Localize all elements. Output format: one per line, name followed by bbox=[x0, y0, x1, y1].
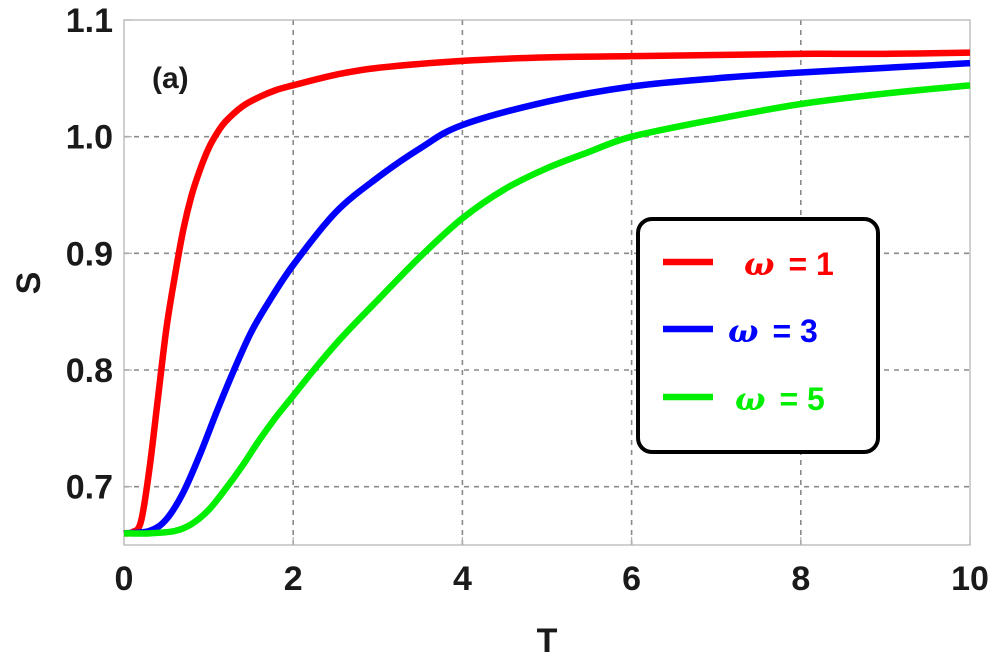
y-tick-label: 1.1 bbox=[66, 2, 113, 40]
x-tick-label: 4 bbox=[453, 560, 472, 598]
x-axis-ticks: 0 2 4 6 8 10 bbox=[115, 537, 989, 598]
legend-label-1: ω = 1 bbox=[744, 245, 834, 283]
legend-label-3: ω = 5 bbox=[735, 380, 825, 418]
y-tick-label: 0.8 bbox=[66, 352, 113, 390]
series-line-3 bbox=[123, 82, 971, 537]
y-tick-label: 0.7 bbox=[66, 469, 113, 507]
x-tick-label: 6 bbox=[622, 560, 641, 598]
x-tick-label: 10 bbox=[951, 560, 989, 598]
y-tick-label: 0.9 bbox=[66, 235, 113, 273]
series-line-1 bbox=[123, 49, 971, 537]
legend-items: ω = 1 ω = 3 ω = 5 bbox=[663, 245, 834, 418]
y-axis-ticks: 0.7 0.8 0.9 1.0 1.1 bbox=[66, 2, 132, 507]
y-tick-label: 1.0 bbox=[66, 119, 113, 157]
series-layer bbox=[123, 49, 971, 537]
x-tick-label: 0 bbox=[115, 560, 134, 598]
panel-label: (a) bbox=[152, 62, 189, 95]
y-axis-label: S bbox=[10, 272, 48, 295]
x-tick-label: 2 bbox=[284, 560, 303, 598]
legend: ω = 1 ω = 3 ω = 5 bbox=[636, 217, 880, 454]
x-tick-label: 8 bbox=[791, 560, 810, 598]
x-axis-label: T bbox=[537, 622, 558, 660]
series-line-2 bbox=[123, 59, 971, 537]
plot-frame bbox=[123, 19, 971, 546]
legend-label-2: ω = 3 bbox=[728, 312, 818, 350]
